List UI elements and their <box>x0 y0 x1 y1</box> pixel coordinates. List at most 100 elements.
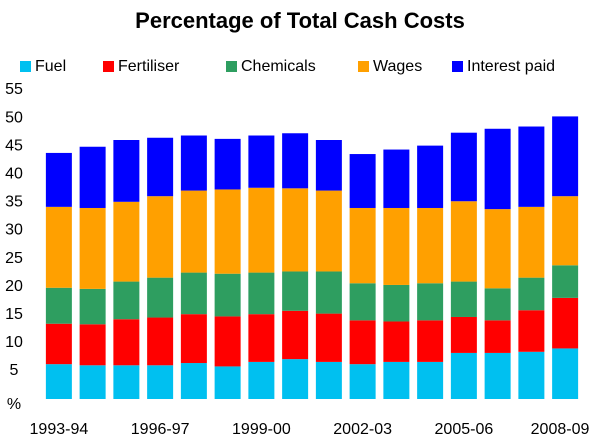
bar-segment <box>315 140 342 191</box>
bar-segment <box>180 190 207 273</box>
bar-segment <box>282 271 309 311</box>
bar-segment <box>349 207 376 284</box>
bar-segment <box>450 201 477 282</box>
bar-segment <box>248 272 275 315</box>
bar-segment <box>147 317 174 366</box>
bar-segment <box>45 152 72 207</box>
y-tick-label: 35 <box>5 194 23 211</box>
bar-segment <box>147 277 174 318</box>
bar-segment <box>484 320 511 353</box>
bar-segment <box>113 140 140 202</box>
y-tick-label: 20 <box>5 278 23 295</box>
bar-segment <box>315 361 342 399</box>
bar-segment <box>518 277 545 311</box>
x-tick-label: 1999-00 <box>232 421 291 438</box>
bar-segment <box>214 138 241 190</box>
bar-segment <box>147 196 174 278</box>
bar-segment <box>113 201 140 282</box>
bar-segment <box>180 363 207 399</box>
bar-segment <box>349 154 376 208</box>
bar-segment <box>349 364 376 399</box>
y-tick-label: 25 <box>5 250 23 267</box>
bar-segment <box>518 206 545 278</box>
y-tick-label: 45 <box>5 137 23 154</box>
y-tick-label: 30 <box>5 222 23 239</box>
bar-segment <box>113 281 140 320</box>
bar-segment <box>417 320 444 362</box>
bar-segment <box>552 348 579 399</box>
bar-segment <box>484 352 511 399</box>
y-tick-label: % <box>7 396 21 413</box>
bar-segment <box>45 287 72 324</box>
bar-segment <box>248 361 275 399</box>
bar-segment <box>518 126 545 207</box>
bar-segment <box>45 206 72 288</box>
bar-segment <box>248 135 275 188</box>
x-tick-label: 2008-09 <box>531 421 590 438</box>
y-tick-label: 50 <box>5 109 23 126</box>
bar-segment <box>45 364 72 399</box>
bar-segment <box>248 187 275 273</box>
bar-segment <box>383 321 410 362</box>
x-tick-label: 2005-06 <box>435 421 494 438</box>
legend-label: Fuel <box>35 58 66 75</box>
bar-segment <box>79 365 106 399</box>
bar-segment <box>383 207 410 285</box>
bar-segment <box>315 271 342 314</box>
bar-segment <box>113 365 140 399</box>
bar-segment <box>450 132 477 202</box>
legend-swatch <box>103 61 114 72</box>
chart-title: Percentage of Total Cash Costs <box>135 8 465 33</box>
bar-segment <box>552 196 579 266</box>
bar-segment <box>113 319 140 366</box>
bar-segment <box>79 324 106 366</box>
bar-segment <box>417 207 444 284</box>
bar-segment <box>484 209 511 289</box>
bar-segment <box>552 297 579 349</box>
bar-segment <box>214 273 241 317</box>
legend-label: Chemicals <box>241 58 316 75</box>
bar-segment <box>180 272 207 315</box>
bar-segment <box>417 283 444 321</box>
y-tick-label: 55 <box>5 81 23 98</box>
bar-segment <box>45 323 72 365</box>
bar-segment <box>180 314 207 364</box>
bar-segment <box>282 188 309 272</box>
bar-segment <box>349 320 376 365</box>
bar-segment <box>518 351 545 399</box>
bar-segment <box>552 265 579 298</box>
bar-segment <box>484 288 511 321</box>
bar-segment <box>383 149 410 208</box>
bar-segment <box>79 207 106 289</box>
legend-swatch <box>452 61 463 72</box>
y-tick-label: 15 <box>5 306 23 323</box>
x-tick-label: 1993-94 <box>30 421 89 438</box>
y-tick-label: 10 <box>5 334 23 351</box>
legend-label: Fertiliser <box>118 58 180 75</box>
bar-segment <box>315 313 342 362</box>
bar-segment <box>282 133 309 189</box>
bar-segment <box>79 146 106 208</box>
bar-segment <box>383 284 410 322</box>
bar-segment <box>79 288 106 325</box>
bar-segment <box>147 137 174 197</box>
bar-segment <box>214 316 241 367</box>
bar-segment <box>180 135 207 191</box>
bar-segment <box>417 361 444 399</box>
bar-segment <box>417 145 444 208</box>
y-tick-label: 5 <box>10 362 19 379</box>
bar-segment <box>214 189 241 274</box>
bar-segment <box>518 310 545 352</box>
legend-swatch <box>358 61 369 72</box>
legend-label: Interest paid <box>467 58 555 75</box>
bar-segment <box>383 361 410 399</box>
legend-swatch <box>20 61 31 72</box>
bar-segment <box>484 128 511 210</box>
bar-segment <box>349 283 376 321</box>
bar-segment <box>315 190 342 272</box>
bar-segment <box>147 365 174 399</box>
x-tick-label: 1996-97 <box>131 421 190 438</box>
bar-segment <box>450 281 477 317</box>
legend-swatch <box>226 61 237 72</box>
